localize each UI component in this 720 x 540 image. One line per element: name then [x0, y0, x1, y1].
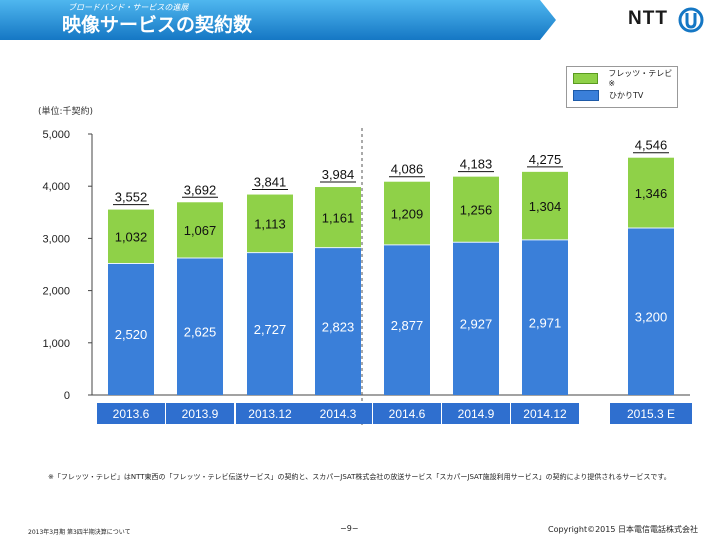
- data-label-flets: 1,209: [391, 206, 424, 221]
- data-label-hikari: 2,971: [529, 315, 562, 330]
- category-box: [511, 403, 579, 424]
- data-label-hikari: 2,727: [254, 322, 287, 337]
- category-box: [166, 403, 234, 424]
- legend-item-hikari: ひかりTV: [573, 88, 643, 102]
- legend-swatch-hikari: [573, 89, 599, 101]
- data-label-flets: 1,256: [460, 202, 493, 217]
- bar-hikari: [384, 244, 430, 395]
- data-label-flets: 1,067: [184, 223, 217, 238]
- bar-hikari: [247, 252, 293, 395]
- data-label-total: 3,841: [254, 175, 287, 190]
- bar-flets: [177, 202, 223, 258]
- category-label: 2014.9: [458, 407, 495, 421]
- bar-flets: [522, 171, 568, 240]
- page-number: −9−: [340, 524, 359, 533]
- bar-flets: [247, 194, 293, 253]
- header-banner-shape: [0, 0, 556, 40]
- bar-hikari: [108, 263, 154, 395]
- bar-hikari: [522, 239, 568, 395]
- bar-hikari: [315, 247, 361, 395]
- data-label-hikari: 2,520: [115, 327, 148, 342]
- category-label: 2014.12: [523, 407, 567, 421]
- data-label-total: 4,546: [635, 138, 668, 153]
- y-tick-label: 5,000: [42, 129, 70, 141]
- header-subtitle: ブロードバンド・サービスの進展: [68, 3, 189, 12]
- bar-hikari: [177, 257, 223, 395]
- data-label-flets: 1,346: [635, 186, 668, 201]
- bar-flets: [453, 176, 499, 243]
- ntt-logo-icon: [678, 7, 704, 33]
- data-label-total: 3,984: [322, 167, 355, 182]
- category-label: 2013.9: [182, 407, 219, 421]
- data-label-flets: 1,032: [115, 230, 148, 245]
- category-box: [304, 403, 372, 424]
- legend-item-flets: フレッツ・テレビ※: [573, 69, 677, 88]
- chart-legend: フレッツ・テレビ※ ひかりTV: [566, 66, 678, 108]
- data-label-flets: 1,113: [254, 217, 286, 232]
- category-label: 2014.3: [320, 407, 357, 421]
- y-tick-label: 0: [64, 390, 70, 402]
- data-label-flets: 1,161: [322, 210, 355, 225]
- bar-flets: [108, 209, 154, 264]
- footer-document-title: 2013年3月期 第3四半期決算について: [28, 529, 131, 536]
- data-label-hikari: 2,625: [184, 324, 217, 339]
- data-label-total: 4,086: [391, 162, 424, 177]
- category-label: 2014.6: [389, 407, 426, 421]
- y-tick-label: 2,000: [42, 286, 70, 298]
- category-label: 2013.6: [113, 407, 150, 421]
- page-title: 映像サービスの契約数: [62, 14, 253, 36]
- y-tick-label: 3,000: [42, 233, 70, 245]
- data-label-hikari: 2,823: [322, 319, 355, 334]
- bar-flets: [315, 187, 361, 248]
- data-label-total: 4,275: [529, 152, 562, 167]
- category-box: [236, 403, 304, 424]
- data-label-total: 3,552: [115, 190, 148, 205]
- bar-flets: [384, 181, 430, 245]
- bar-hikari: [453, 242, 499, 395]
- category-box: [97, 403, 165, 424]
- data-label-hikari: 2,927: [460, 317, 493, 332]
- category-label: 2015.3 E: [627, 407, 675, 421]
- category-box: [373, 403, 441, 424]
- legend-swatch-flets: [573, 72, 599, 84]
- legend-label-hikari: ひかりTV: [609, 90, 644, 100]
- bar-flets: [628, 157, 674, 228]
- y-tick-label: 4,000: [42, 181, 70, 193]
- bar-hikari: [628, 227, 674, 395]
- data-label-hikari: 2,877: [391, 318, 424, 333]
- legend-label-flets: フレッツ・テレビ※: [608, 69, 673, 88]
- category-box: [442, 403, 510, 424]
- ntt-logo-text: NTT: [628, 8, 668, 29]
- category-box: [610, 403, 692, 424]
- data-label-hikari: 3,200: [635, 309, 668, 324]
- data-label-total: 4,183: [460, 157, 493, 172]
- y-tick-label: 1,000: [42, 338, 70, 350]
- data-label-total: 3,692: [184, 182, 217, 197]
- data-label-flets: 1,304: [529, 199, 562, 214]
- unit-label: (単位:千契約): [38, 107, 94, 117]
- footnote: ※「フレッツ・テレビ」はNTT東西の「フレッツ・テレビ伝送サービス」の契約と、ス…: [48, 473, 671, 481]
- category-label: 2013.12: [248, 407, 292, 421]
- header-banner: ブロードバンド・サービスの進展 映像サービスの契約数: [0, 0, 560, 40]
- copyright: Copyright©2015 日本電信電話株式会社: [548, 525, 698, 534]
